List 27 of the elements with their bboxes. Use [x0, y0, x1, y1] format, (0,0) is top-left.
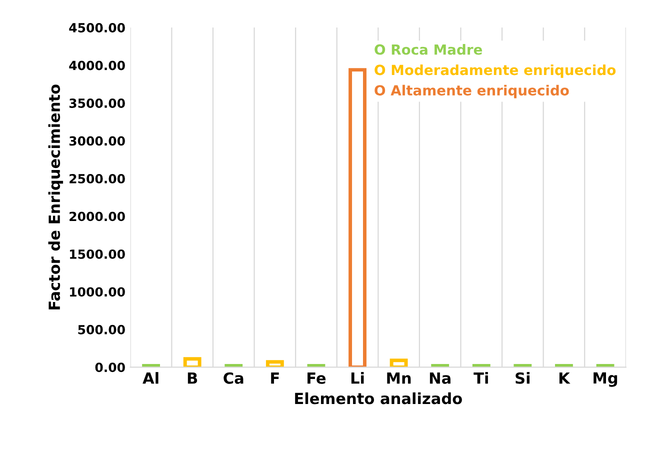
x-tick-label: K — [559, 372, 570, 384]
y-tick-label: 4500.00 — [69, 23, 125, 32]
x-tick-label: F — [271, 372, 279, 384]
text: O Roca Madre — [374, 44, 482, 55]
x-tick-label: Mg — [594, 372, 618, 387]
y-tick-label: 1500.00 — [70, 249, 125, 259]
x-tick-label: Na — [430, 372, 450, 384]
y-tick-label: 2500.00 — [70, 174, 125, 184]
y-tick-label: 0.00 — [95, 362, 125, 372]
x-tick-label: Fe — [308, 372, 326, 384]
x-tick-label: Si — [516, 372, 530, 384]
y-tick-label: 3000.00 — [69, 136, 125, 146]
x-tick-label: Al — [142, 372, 158, 384]
x-axis-title: Elemento analizado — [295, 392, 462, 404]
y-tick-label: 500.00 — [78, 324, 125, 334]
text: O Moderadamente enriquecido — [374, 64, 616, 78]
series-label: O Altamente enriquecido — [374, 84, 569, 98]
x-tick-label: B — [188, 372, 198, 384]
y-tick-label: 3500.00 — [69, 98, 125, 108]
x-tick-label: Ca — [224, 372, 244, 384]
y-tick-label: 2000.00 — [70, 212, 125, 222]
y-axis-title: Factor de Enriquecimiento — [48, 84, 64, 310]
x-tick-label: Li — [351, 372, 364, 384]
x-tick-label: Ti — [474, 372, 488, 384]
x-tick-label: Mn — [387, 372, 411, 384]
y-tick-label: 1000.00 — [70, 287, 125, 297]
y-tick-label: 4000.00 — [69, 60, 125, 70]
